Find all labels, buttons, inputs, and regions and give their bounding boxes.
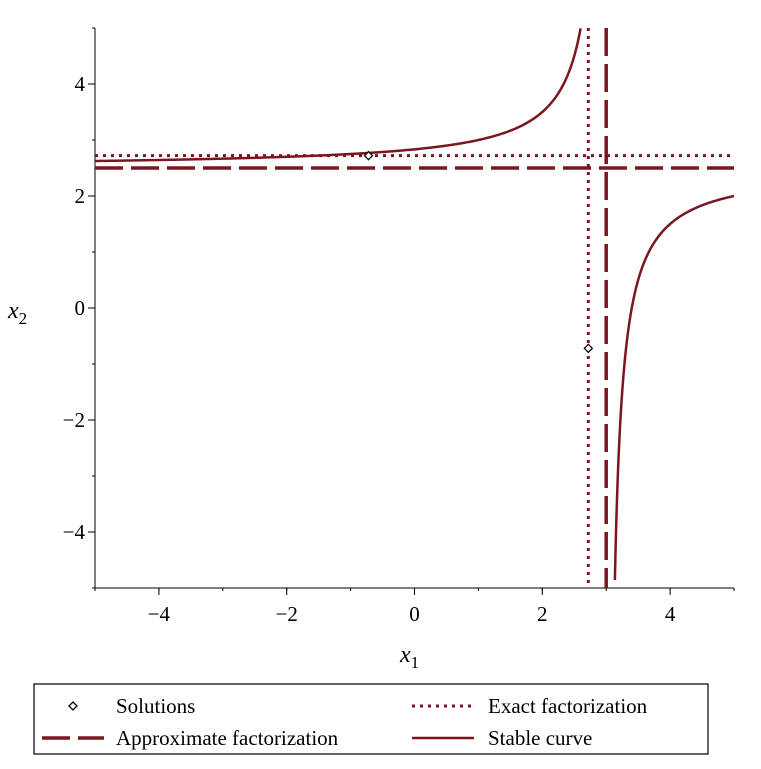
legend-label: Approximate factorization (116, 726, 339, 750)
y-tick-label: 2 (75, 184, 86, 208)
y-tick-label: 0 (75, 296, 86, 320)
solution-point (583, 343, 594, 354)
plot-lines (94, 28, 735, 588)
legend-label: Solutions (116, 694, 195, 718)
legend-entries: Solutions Exact factorization Approximate … (42, 694, 648, 750)
legend-marker-solutions (68, 701, 78, 711)
y-tick-label: −4 (63, 520, 86, 544)
x-tick-label: 0 (409, 602, 420, 626)
legend-entry: Exact factorization (412, 694, 648, 718)
x-tick-label: −2 (276, 602, 298, 626)
legend-label: Exact factorization (488, 694, 648, 718)
y-tick-label: 4 (75, 72, 86, 96)
solution-point (363, 150, 374, 161)
legend-label: Stable curve (488, 726, 592, 750)
y-tick-label: −2 (63, 408, 85, 432)
legend-entry: Stable curve (412, 726, 592, 750)
x-tick-label: 2 (537, 602, 548, 626)
legend-box (33, 683, 709, 755)
stable-curve-right-branch (613, 194, 735, 580)
axes (94, 28, 734, 589)
x-tick-label: 4 (665, 602, 676, 626)
legend-entry: Approximate factorization (42, 726, 339, 750)
y-axis-label: x2 (7, 298, 27, 328)
x-axis-label: x1 (399, 642, 419, 672)
x-tick-label: −4 (148, 602, 171, 626)
ticks: −4 −2 0 2 4 −4 −2 0 2 4 (63, 27, 735, 626)
solution-points (363, 150, 594, 354)
legend: Solutions Exact factorization Approximate … (33, 683, 709, 755)
stable-curve-left-branch (94, 28, 582, 163)
legend-entry: Solutions (68, 694, 195, 718)
